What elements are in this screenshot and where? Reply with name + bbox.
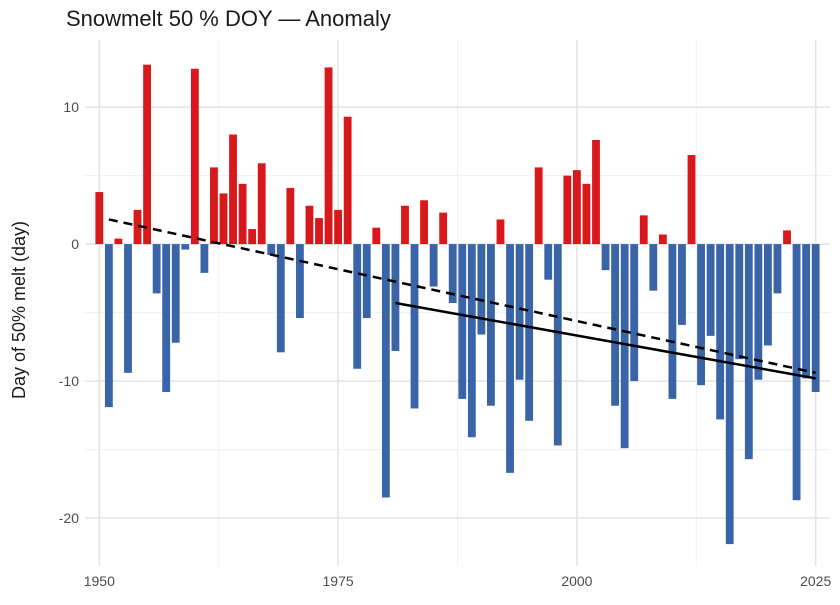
bar: [257, 163, 266, 245]
bar: [210, 167, 218, 245]
bar: [783, 230, 791, 245]
x-tick-label: 1975: [323, 573, 354, 589]
bar: [133, 209, 142, 245]
bar: [678, 244, 686, 325]
bar: [496, 219, 505, 245]
bar: [525, 244, 534, 421]
bar: [114, 238, 123, 245]
bar: [362, 244, 371, 319]
bar: [792, 244, 801, 501]
bar: [639, 215, 648, 245]
y-tick-label: -10: [59, 373, 79, 389]
bar: [334, 209, 343, 245]
bar: [401, 205, 409, 245]
bar: [353, 244, 362, 369]
bar: [716, 244, 725, 420]
bar: [611, 244, 620, 406]
bar: [802, 244, 811, 379]
bar: [706, 244, 715, 336]
bar: [248, 229, 257, 245]
bar: [124, 244, 132, 373]
bar: [735, 244, 744, 360]
bar: [534, 167, 543, 245]
bar: [143, 64, 151, 245]
bar: [764, 244, 772, 346]
trend-line-solid: [395, 301, 816, 380]
x-tick-label: 2025: [800, 573, 831, 589]
bar: [152, 244, 161, 294]
bar: [324, 67, 333, 245]
bar: [601, 244, 610, 271]
bar: [582, 183, 591, 245]
bar: [448, 244, 457, 303]
bar: [649, 244, 658, 291]
bar: [162, 244, 171, 393]
bar: [391, 244, 400, 351]
bars: [95, 64, 820, 545]
x-axis-ticks: 1950 1975 2000 2025: [84, 573, 832, 589]
bar: [420, 200, 428, 245]
bar: [477, 244, 486, 335]
bar: [200, 244, 209, 273]
bar: [372, 227, 381, 245]
bar: [305, 205, 314, 245]
bar: [219, 193, 228, 245]
bar: [276, 244, 285, 353]
bar: [439, 212, 448, 245]
bar: [429, 244, 438, 287]
bar: [754, 244, 763, 380]
grid: [85, 40, 830, 566]
bar: [267, 244, 276, 256]
y-axis-ticks: 10 0 -10 -20: [59, 99, 79, 526]
chart-title: Snowmelt 50 % DOY — Anomaly: [66, 6, 391, 31]
x-tick-label: 1950: [84, 573, 115, 589]
x-tick-label: 2000: [561, 573, 592, 589]
bar: [620, 244, 629, 449]
bar: [553, 244, 562, 446]
bar: [181, 244, 190, 250]
y-tick-label: 10: [63, 99, 79, 115]
bar: [515, 244, 524, 380]
bar: [238, 183, 247, 245]
bar: [343, 116, 352, 245]
trend-lines: [108, 218, 816, 380]
bar: [295, 244, 304, 319]
bar: [171, 244, 180, 343]
bar: [687, 155, 696, 245]
bar: [506, 244, 514, 473]
bar: [381, 244, 390, 498]
bar: [811, 244, 820, 393]
y-axis-label: Day of 50% melt (day): [9, 221, 29, 399]
bar: [286, 187, 295, 245]
bar: [315, 218, 323, 245]
bar: [467, 244, 476, 438]
bar: [744, 244, 753, 460]
bar: [563, 175, 572, 245]
bar: [95, 192, 104, 245]
bar: [592, 139, 600, 245]
bar: [697, 244, 705, 386]
bar: [572, 170, 581, 245]
bar: [658, 234, 667, 245]
bar: [544, 244, 553, 280]
bar: [773, 244, 782, 294]
bar: [630, 244, 639, 382]
trend-line-dashed: [108, 218, 816, 375]
bar: [104, 244, 113, 408]
bar: [229, 134, 237, 245]
bar: [668, 244, 677, 399]
y-tick-label: -20: [59, 510, 79, 526]
bar: [458, 244, 467, 399]
y-tick-label: 0: [71, 236, 79, 252]
bar: [487, 244, 495, 406]
bar: [190, 68, 199, 245]
bar: [410, 244, 419, 409]
bar: [725, 244, 734, 545]
